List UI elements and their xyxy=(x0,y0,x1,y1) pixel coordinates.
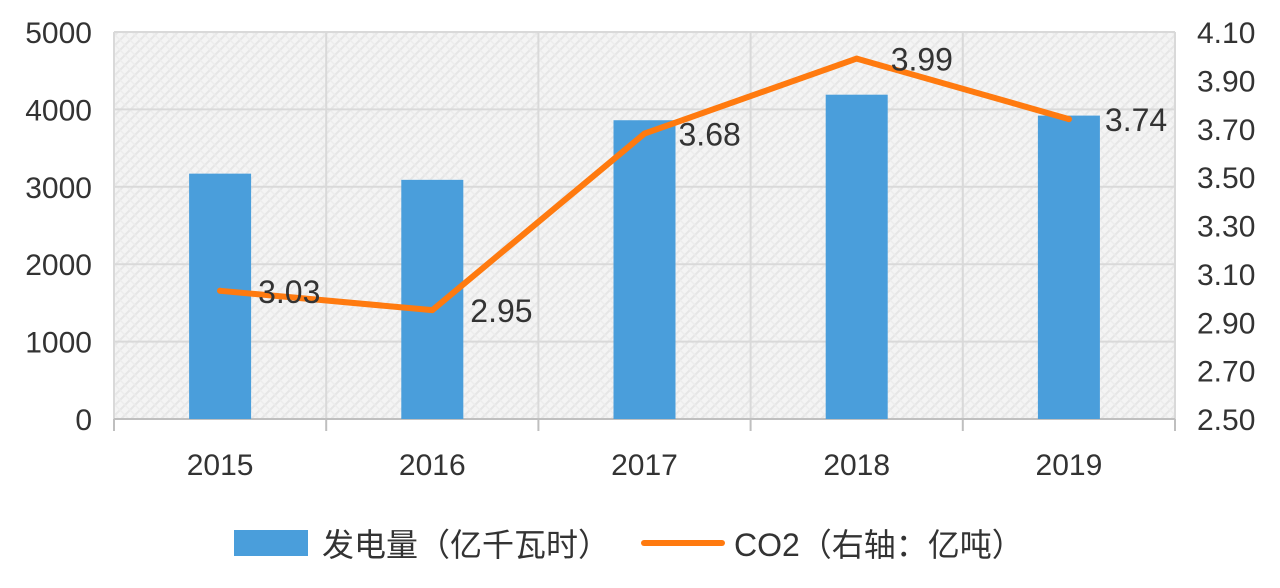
bar xyxy=(613,120,676,420)
y-right-tick-label: 3.50 xyxy=(1197,162,1255,195)
y-right-tick-label: 4.10 xyxy=(1197,17,1255,50)
bar xyxy=(825,94,888,419)
y-left-tick-label: 4000 xyxy=(25,94,92,127)
co2-point xyxy=(641,130,648,137)
y-left-tick-label: 2000 xyxy=(25,249,92,282)
x-tick-label: 2016 xyxy=(399,449,466,482)
co2-data-label: 3.74 xyxy=(1105,102,1167,138)
bar xyxy=(1037,115,1100,419)
co2-data-label: 3.68 xyxy=(679,117,741,153)
x-tick-label: 2019 xyxy=(1036,449,1103,482)
y-left-tick-label: 3000 xyxy=(25,172,92,205)
plot-area: 0 1000 2000 3000 4000 5000 2.50 2.70 2.90 3.10 3.3… xyxy=(25,17,1255,482)
co2-point xyxy=(1065,116,1072,123)
co2-data-label: 3.03 xyxy=(258,274,320,310)
y-right-tick-label: 3.90 xyxy=(1197,65,1255,98)
x-tick-label: 2017 xyxy=(611,449,678,482)
bar xyxy=(189,173,252,419)
co2-point xyxy=(429,307,436,314)
y-right-tick-label: 2.50 xyxy=(1197,404,1255,437)
x-tick-label: 2018 xyxy=(823,449,890,482)
bar xyxy=(401,179,464,419)
y-right-tick-label: 2.70 xyxy=(1197,356,1255,389)
co2-point xyxy=(217,287,224,294)
y-right-tick-label: 3.30 xyxy=(1197,211,1255,244)
co2-data-label: 3.99 xyxy=(891,42,953,78)
co2-data-label: 2.95 xyxy=(470,293,532,329)
x-tick-label: 2015 xyxy=(187,449,254,482)
legend-label-line: CO2（右轴：亿吨） xyxy=(734,527,1024,563)
y-left-tick-label: 5000 xyxy=(25,17,92,50)
y-right-tick-label: 3.10 xyxy=(1197,259,1255,292)
legend-swatch-bar xyxy=(234,530,308,556)
y-right-tick-label: 2.90 xyxy=(1197,307,1255,340)
legend: 发电量（亿千瓦时） CO2（右轴：亿吨） xyxy=(234,527,1024,563)
legend-label-bar: 发电量（亿千瓦时） xyxy=(322,527,610,563)
y-left-tick-label: 0 xyxy=(75,404,92,437)
y-left-tick-label: 1000 xyxy=(25,327,92,360)
y-right-tick-label: 3.70 xyxy=(1197,114,1255,147)
co2-point xyxy=(853,55,860,62)
